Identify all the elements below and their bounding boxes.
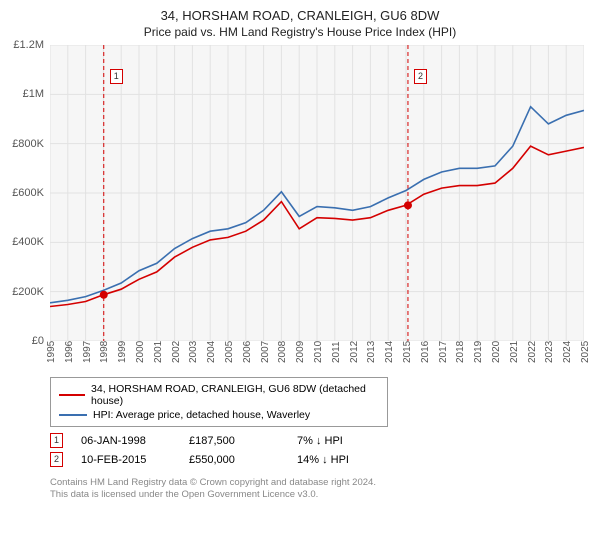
event-delta: 7% ↓ HPI [297, 435, 387, 447]
x-tick-label: 2010 [313, 341, 324, 363]
x-tick-label: 2009 [295, 341, 306, 363]
price-chart: £0£200K£400K£600K£800K£1M£1.2M1995199619… [50, 45, 584, 341]
x-tick-label: 2000 [135, 341, 146, 363]
chart-svg [50, 45, 584, 341]
event-marker: 1 [110, 69, 123, 84]
legend-swatch [59, 394, 85, 396]
y-tick-label: £1.2M [13, 39, 50, 51]
event-row: 1 06-JAN-1998 £187,500 7% ↓ HPI [50, 431, 588, 450]
x-tick-label: 2021 [509, 341, 520, 363]
event-delta: 14% ↓ HPI [297, 454, 387, 466]
legend: 34, HORSHAM ROAD, CRANLEIGH, GU6 8DW (de… [50, 377, 388, 427]
sale-events: 1 06-JAN-1998 £187,500 7% ↓ HPI2 10-FEB-… [50, 431, 588, 469]
x-tick-label: 2016 [420, 341, 431, 363]
y-tick-label: £400K [12, 236, 50, 248]
x-tick-label: 1997 [82, 341, 93, 363]
x-tick-label: 2006 [242, 341, 253, 363]
event-index: 2 [50, 452, 63, 467]
footer-line-1: Contains HM Land Registry data © Crown c… [50, 477, 588, 489]
y-tick-label: £800K [12, 138, 50, 150]
event-row: 2 10-FEB-2015 £550,000 14% ↓ HPI [50, 450, 588, 469]
x-tick-label: 2008 [277, 341, 288, 363]
x-tick-label: 1995 [46, 341, 57, 363]
x-tick-label: 2018 [455, 341, 466, 363]
x-tick-label: 2014 [384, 341, 395, 363]
event-date: 10-FEB-2015 [81, 454, 171, 466]
event-price: £550,000 [189, 454, 279, 466]
x-tick-label: 2015 [402, 341, 413, 363]
x-tick-label: 2022 [527, 341, 538, 363]
x-tick-label: 2024 [562, 341, 573, 363]
x-tick-label: 2005 [224, 341, 235, 363]
x-tick-label: 2017 [438, 341, 449, 363]
x-tick-label: 1998 [99, 341, 110, 363]
y-tick-label: £200K [12, 286, 50, 298]
x-tick-label: 2012 [349, 341, 360, 363]
x-tick-label: 1996 [64, 341, 75, 363]
x-tick-label: 2019 [473, 341, 484, 363]
footer-line-2: This data is licensed under the Open Gov… [50, 489, 588, 501]
x-tick-label: 2025 [580, 341, 591, 363]
event-date: 06-JAN-1998 [81, 435, 171, 447]
legend-item: HPI: Average price, detached house, Wave… [59, 408, 379, 422]
x-tick-label: 2004 [206, 341, 217, 363]
event-price: £187,500 [189, 435, 279, 447]
x-tick-label: 2013 [366, 341, 377, 363]
legend-item: 34, HORSHAM ROAD, CRANLEIGH, GU6 8DW (de… [59, 382, 379, 408]
x-tick-label: 2023 [544, 341, 555, 363]
page-subtitle: Price paid vs. HM Land Registry's House … [12, 25, 588, 39]
footer: Contains HM Land Registry data © Crown c… [50, 477, 588, 502]
x-tick-label: 1999 [117, 341, 128, 363]
x-tick-label: 2020 [491, 341, 502, 363]
x-tick-label: 2002 [171, 341, 182, 363]
legend-swatch [59, 414, 87, 416]
x-tick-label: 2011 [331, 341, 342, 363]
event-index: 1 [50, 433, 63, 448]
legend-label: HPI: Average price, detached house, Wave… [93, 409, 310, 421]
event-marker: 2 [414, 69, 427, 84]
x-tick-label: 2003 [188, 341, 199, 363]
legend-label: 34, HORSHAM ROAD, CRANLEIGH, GU6 8DW (de… [91, 383, 379, 407]
x-tick-label: 2001 [153, 341, 164, 363]
x-tick-label: 2007 [260, 341, 271, 363]
y-tick-label: £600K [12, 187, 50, 199]
y-tick-label: £1M [23, 88, 50, 100]
page-title: 34, HORSHAM ROAD, CRANLEIGH, GU6 8DW [12, 8, 588, 23]
